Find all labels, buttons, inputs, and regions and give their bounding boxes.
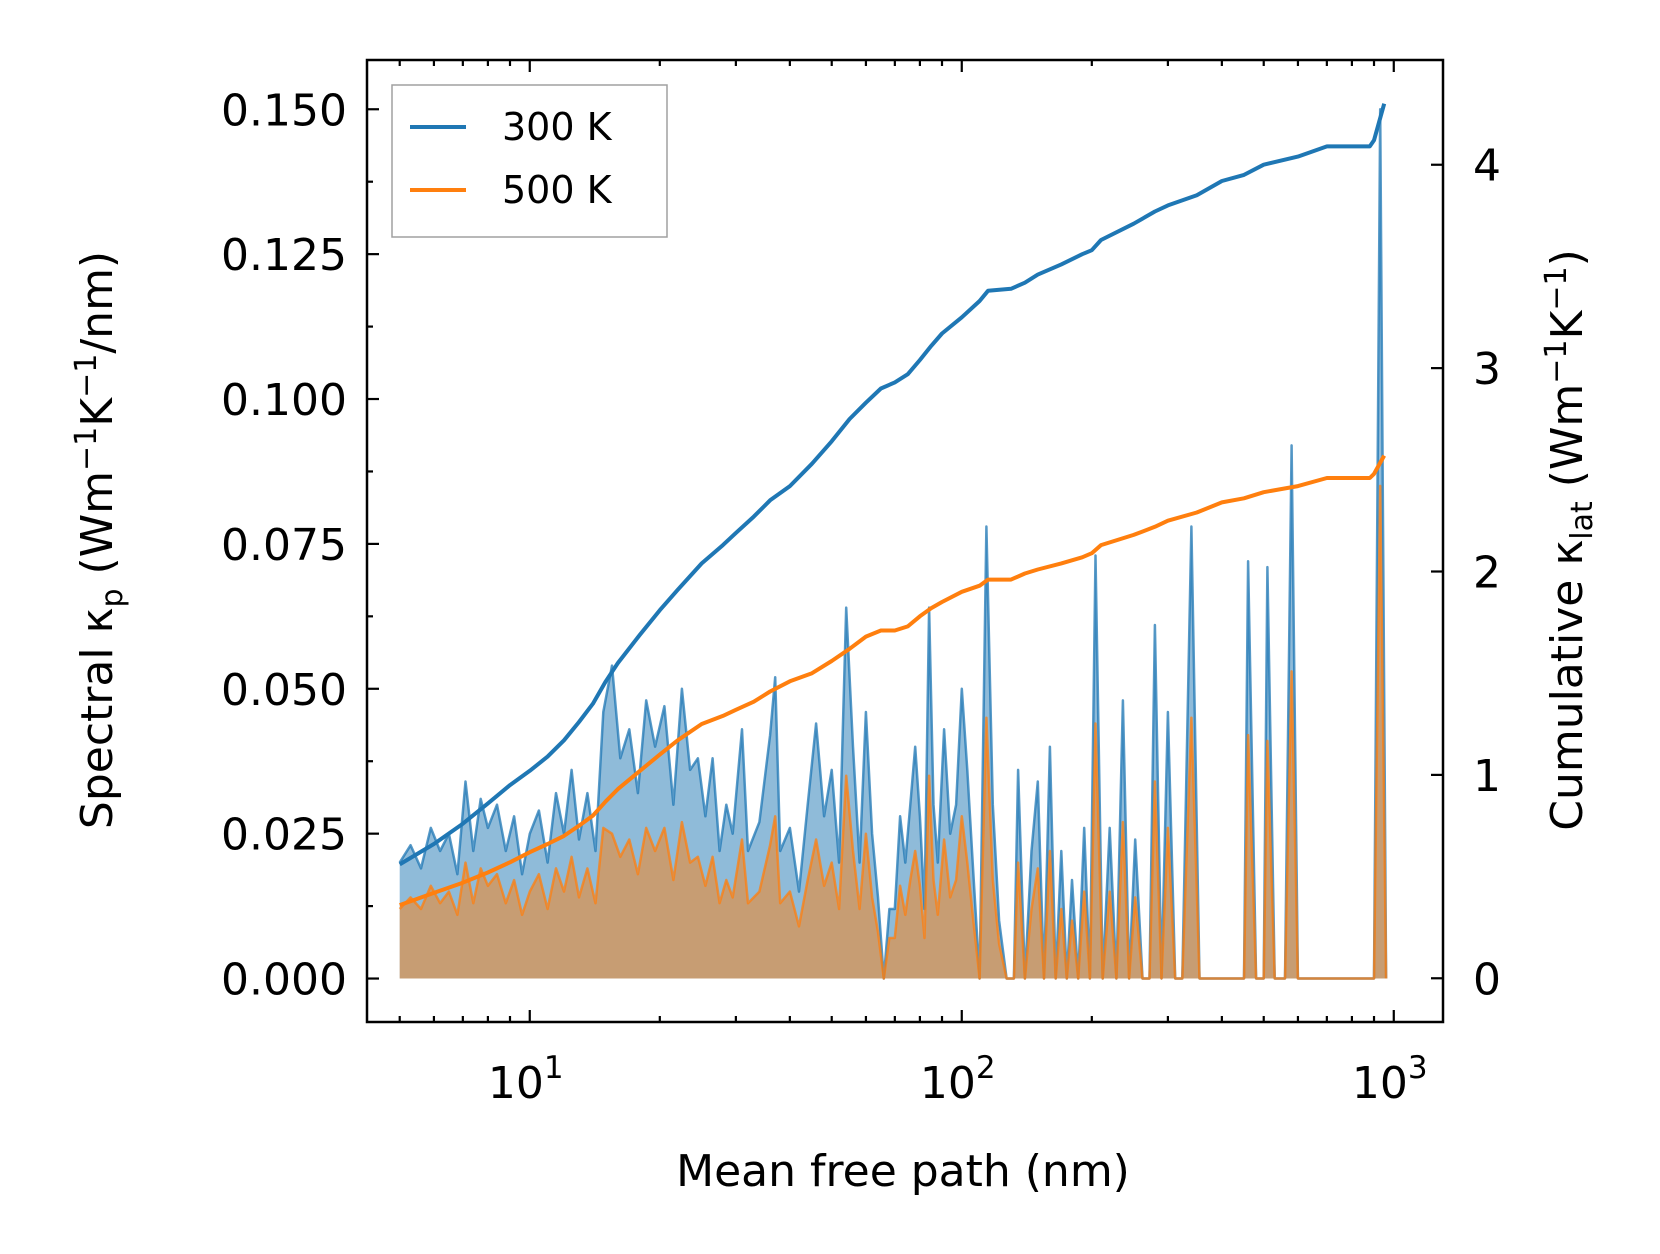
plot-area <box>398 103 1388 980</box>
y-left-tick-label: 0.150 <box>221 85 347 136</box>
cumulative-line-500k <box>399 454 1386 907</box>
cumulative-line-300k <box>398 103 1387 867</box>
y-right-tick-label: 2 <box>1473 548 1501 599</box>
y-left-tick-label: 0.050 <box>221 665 347 716</box>
tick-labels: 101 102 1030.0000.0250.0500.0750.1000.1250… <box>221 85 1501 1109</box>
y-axis-title-left: Spectral κp (Wm−1K−1/nm) <box>69 251 130 829</box>
spectral-300k-line <box>398 108 1388 980</box>
y-left-tick-label: 0.025 <box>221 810 347 861</box>
x-tick-label: 103 <box>1352 1050 1428 1109</box>
x-axis-title: Mean free path (nm) <box>676 1146 1130 1197</box>
spectral-500k-fill <box>399 485 1387 979</box>
spectral-300k-fill <box>399 109 1387 979</box>
legend-label-500k: 500 K <box>502 168 613 212</box>
y-left-tick-label: 0.075 <box>221 520 347 571</box>
axes <box>365 58 1445 1024</box>
legend-frame <box>391 84 668 238</box>
axes-frame <box>365 58 1445 1024</box>
y-left-tick-label: 0.100 <box>221 375 347 426</box>
legend-label-300k: 300 K <box>502 105 613 149</box>
spectral-500k-line <box>398 484 1388 980</box>
y-left-tick-label: 0.000 <box>221 955 347 1006</box>
y-right-tick-label: 0 <box>1473 954 1501 1005</box>
y-right-tick-label: 4 <box>1473 141 1501 192</box>
legend: 300 K 500 K <box>391 84 668 238</box>
y-axis-title-right: Cumulative κlat (Wm−1K−1) <box>1539 249 1600 831</box>
y-right-tick-label: 1 <box>1473 751 1501 802</box>
y-right-tick-label: 3 <box>1473 344 1501 395</box>
y-left-tick-label: 0.125 <box>221 230 347 281</box>
